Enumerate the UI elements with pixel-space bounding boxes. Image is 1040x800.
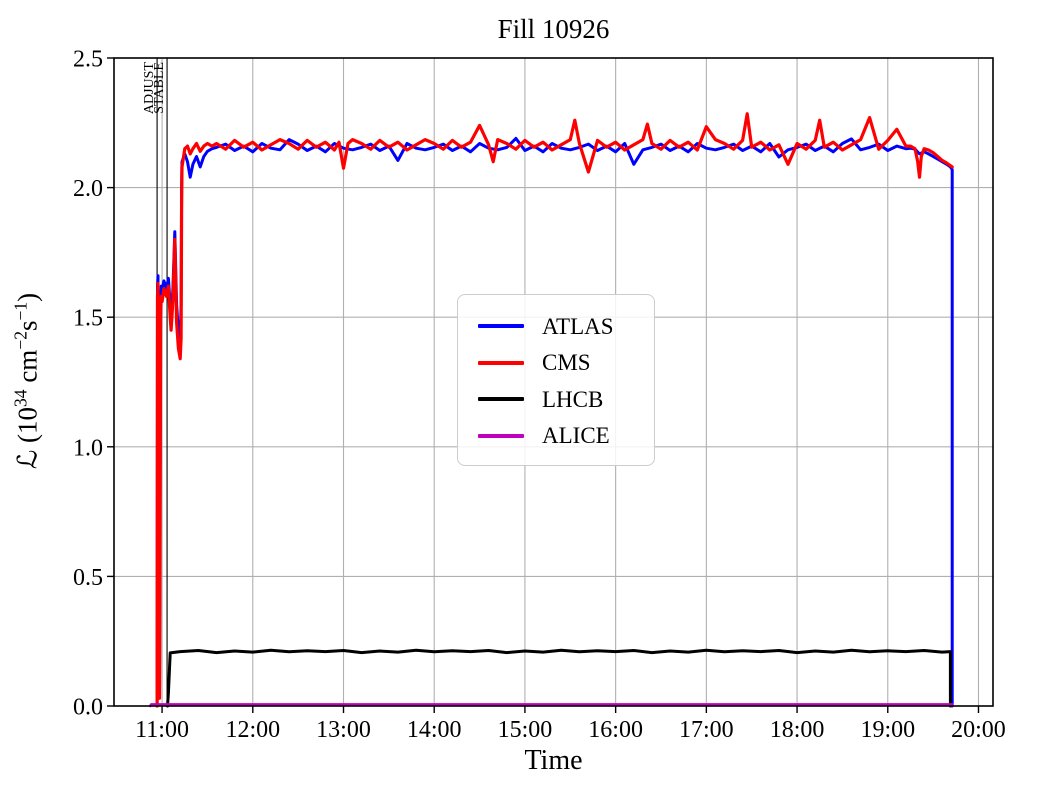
- legend-item-atlas: ATLAS: [478, 309, 654, 343]
- legend-label-atlas: ATLAS: [542, 313, 614, 339]
- beam-mode-label-stable: STABLE: [152, 62, 167, 114]
- x-tick-label: 19:00: [860, 717, 915, 743]
- y-tick-label: 1.5: [73, 306, 103, 332]
- legend-item-cms: CMS: [478, 346, 654, 380]
- cms-line-swatch: [478, 360, 524, 365]
- legend-label-cms: CMS: [542, 350, 591, 376]
- y-axis-label: ℒ (1034 cm−2s−1): [10, 292, 44, 470]
- atlas-line-swatch: [478, 324, 524, 328]
- series-line-lhcb: [166, 648, 952, 708]
- x-tick-label: 20:00: [951, 717, 1006, 743]
- x-tick-label: 13:00: [316, 717, 371, 743]
- y-axis-label-exp34: 34: [10, 389, 31, 407]
- legend-item-alice: ALICE: [478, 419, 654, 453]
- y-axis-label-exp-1: −1: [10, 301, 31, 321]
- y-axis-label-exp-2: −2: [10, 331, 31, 350]
- y-axis-label-script-l: ℒ: [12, 449, 44, 470]
- x-tick-label: 16:00: [588, 717, 643, 743]
- y-axis-label-cm: cm: [12, 349, 43, 390]
- y-axis-label-paren: ): [12, 292, 43, 302]
- x-tick-label: 11:00: [135, 717, 189, 743]
- series-line-cms: [155, 112, 954, 708]
- legend-label-alice: ALICE: [542, 423, 610, 449]
- alice-line-swatch: [478, 433, 524, 438]
- y-tick-label: 2.0: [73, 176, 103, 202]
- y-tick-label: 0.0: [73, 695, 103, 721]
- legend-item-lhcb: LHCB: [478, 382, 654, 416]
- y-tick-label: 2.5: [73, 47, 103, 73]
- lhcb-line-swatch: [478, 397, 524, 402]
- plot-frame: [113, 57, 994, 707]
- legend: ATLAS CMS LHCB ALICE: [457, 294, 655, 466]
- legend-label-lhcb: LHCB: [542, 386, 604, 412]
- y-tick-label: 0.5: [73, 565, 103, 591]
- x-axis-label: Time: [524, 745, 583, 776]
- x-tick-label: 12:00: [225, 717, 280, 743]
- y-axis-label-s: s: [12, 320, 43, 332]
- x-tick-label: 15:00: [498, 717, 553, 743]
- x-tick-label: 17:00: [679, 717, 734, 743]
- page-title: Fill 10926: [497, 14, 610, 44]
- x-tick-label: 14:00: [407, 717, 462, 743]
- beam-mode-label-adjust: ADJUST: [142, 62, 157, 115]
- y-tick-label: 1.0: [73, 435, 103, 461]
- y-axis-label-text: (10: [12, 406, 43, 450]
- x-tick-label: 18:00: [770, 717, 825, 743]
